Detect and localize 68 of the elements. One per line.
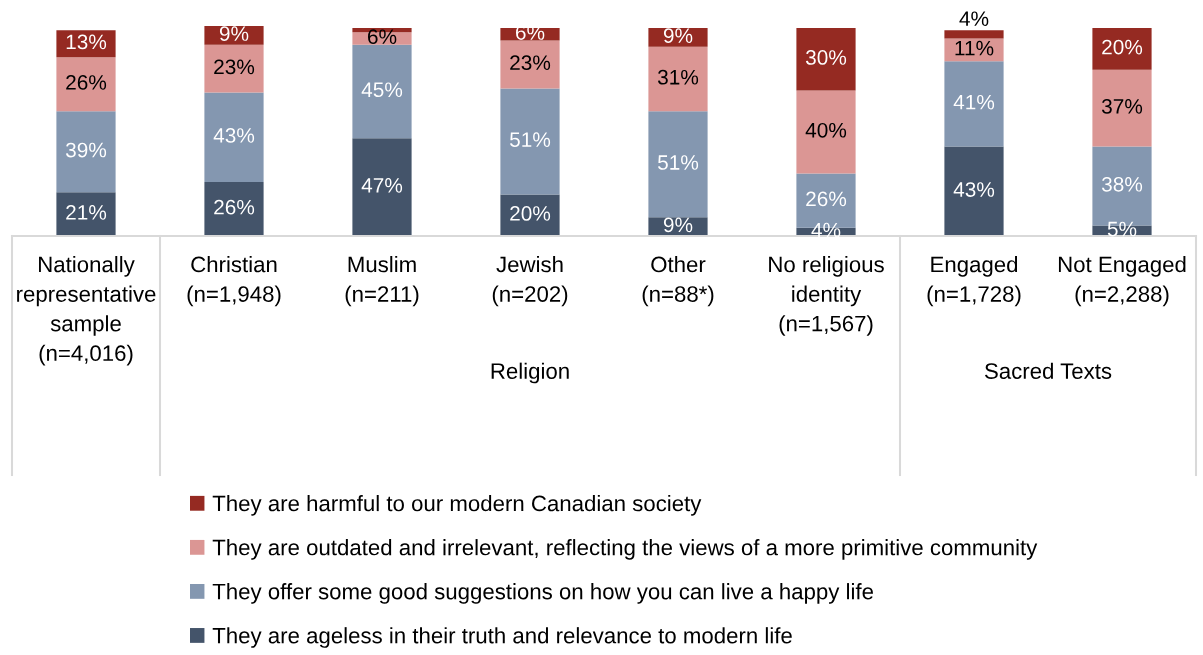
- data-label: 20%: [1102, 39, 1143, 55]
- x-tick-label: Jewish (n=202): [492, 256, 568, 307]
- data-label: 23%: [214, 59, 255, 75]
- bar: [648, 46, 708, 112]
- data-label: 51%: [657, 155, 699, 170]
- bar: [648, 111, 708, 218]
- bar: [352, 138, 412, 236]
- data-label: 45%: [361, 82, 403, 98]
- bar: [500, 88, 560, 195]
- data-label: 21%: [66, 205, 107, 220]
- data-label: 30%: [805, 50, 847, 65]
- data-label: 39%: [65, 142, 107, 158]
- x-tick-label: Other (n=88*): [642, 256, 714, 307]
- data-label: 38%: [1101, 176, 1143, 192]
- bar: [500, 40, 560, 89]
- data-label: 40%: [805, 122, 847, 138]
- bar: [204, 92, 264, 182]
- bar: [944, 38, 1004, 62]
- x-tick-label: No religious identity (n=1,567): [769, 256, 884, 336]
- bar: [204, 44, 264, 93]
- data-label: 4%: [959, 11, 989, 26]
- bar: [944, 30, 1004, 39]
- data-label: 26%: [214, 199, 255, 215]
- data-label: 9%: [663, 28, 693, 44]
- data-label: 23%: [510, 55, 551, 71]
- legend-label: They offer some good suggestions on how you can live a happy life: [212, 583, 873, 604]
- x-tick-label: Engaged (n=1,728): [927, 256, 1021, 307]
- bar: [796, 90, 856, 174]
- data-label: 31%: [657, 69, 699, 85]
- data-label: 6%: [368, 29, 397, 45]
- data-label: 37%: [1101, 98, 1143, 114]
- data-label: 26%: [806, 191, 847, 207]
- bar: [796, 28, 856, 91]
- data-label: 43%: [213, 128, 255, 143]
- bar: [500, 28, 560, 41]
- bar: [56, 111, 116, 193]
- data-label: 13%: [66, 34, 107, 50]
- bar: [352, 44, 412, 139]
- data-label: 51%: [509, 132, 551, 147]
- data-label: 41%: [953, 94, 995, 110]
- x-tick-label: Christian (n=1,948): [187, 256, 281, 307]
- bar: [944, 61, 1004, 147]
- data-label: 20%: [510, 206, 551, 221]
- legend-label: They are ageless in their truth and relevance to modern life: [212, 627, 792, 648]
- legend-label: They are harmful to our modern Canadian society: [212, 495, 702, 516]
- data-label: 5%: [1107, 221, 1137, 237]
- text: Sacred Texts: [984, 362, 1112, 379]
- data-label: 11%: [955, 40, 994, 56]
- bar: [204, 181, 264, 236]
- x-tick-label: Not Engaged (n=2,288): [1058, 256, 1186, 307]
- bar: [944, 146, 1004, 236]
- data-label: 4%: [811, 222, 841, 238]
- bar: [648, 28, 708, 47]
- bar: [1092, 28, 1152, 70]
- data-label: 9%: [219, 26, 249, 41]
- bar: [1092, 69, 1152, 147]
- legend-label: They are outdated and irrelevant, reflecting the views of a more primitive community: [212, 539, 1038, 560]
- bar: [56, 57, 116, 112]
- text: Religion: [491, 362, 569, 384]
- data-label: 47%: [361, 178, 403, 193]
- bar: [500, 194, 560, 236]
- x-tick-label: Nationally representative sample (n=4,016): [17, 256, 156, 366]
- bar: [56, 192, 116, 236]
- data-label: 26%: [66, 75, 107, 90]
- x-tick-label: Muslim (n=211): [345, 256, 419, 307]
- bar: [56, 30, 116, 58]
- data-label: 43%: [953, 182, 995, 197]
- data-label: 9%: [663, 217, 693, 233]
